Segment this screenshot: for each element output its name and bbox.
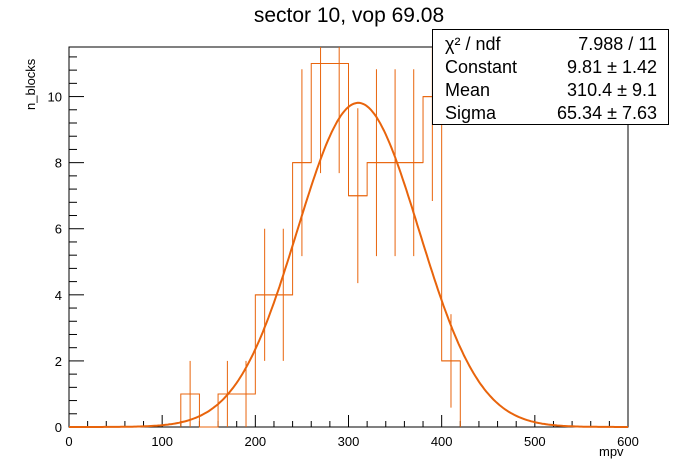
x-tick-label: 200 — [244, 434, 266, 449]
sigma-value: 65.34 ± 7.63 — [557, 103, 657, 123]
stats-row-chi2: χ² / ndf 7.988 / 11 — [445, 34, 657, 56]
constant-value: 9.81 ± 1.42 — [567, 57, 657, 77]
mean-label: Mean — [445, 80, 491, 100]
x-tick-label: 300 — [338, 434, 360, 449]
y-tick-label: 10 — [48, 90, 62, 105]
y-tick-label: 4 — [55, 288, 62, 303]
fit-stats-box: χ² / ndf 7.988 / 11 Constant 9.81 ± 1.42… — [432, 29, 669, 125]
histogram-series-line — [180, 63, 461, 428]
x-tick-label: 500 — [524, 434, 546, 449]
x-tick-label: 100 — [151, 434, 173, 449]
y-tick-label: 0 — [55, 420, 62, 435]
y-axis-label: n_blocks — [23, 58, 38, 110]
chi2-value: 7.988 / 11 — [578, 34, 657, 54]
mean-value: 310.4 ± 9.1 — [567, 80, 657, 100]
x-tick-label: 400 — [431, 434, 453, 449]
stats-row-mean: Mean 310.4 ± 9.1 — [445, 80, 657, 102]
x-tick-label: 0 — [65, 434, 72, 449]
chi2-label: χ² / ndf — [445, 34, 501, 54]
x-tick-label: 600 — [617, 434, 639, 449]
x-axis-label: mpv — [599, 444, 624, 459]
y-tick-label: 2 — [55, 354, 62, 369]
y-tick-label: 8 — [55, 156, 62, 171]
gaussian-fit-curve — [69, 101, 628, 428]
chart-title: sector 10, vop 69.08 — [253, 4, 445, 27]
stats-row-constant: Constant 9.81 ± 1.42 — [445, 57, 657, 79]
constant-label: Constant — [445, 57, 518, 77]
stats-row-sigma: Sigma 65.34 ± 7.63 — [445, 103, 657, 125]
y-tick-label: 6 — [55, 222, 62, 237]
sigma-label: Sigma — [445, 103, 497, 123]
